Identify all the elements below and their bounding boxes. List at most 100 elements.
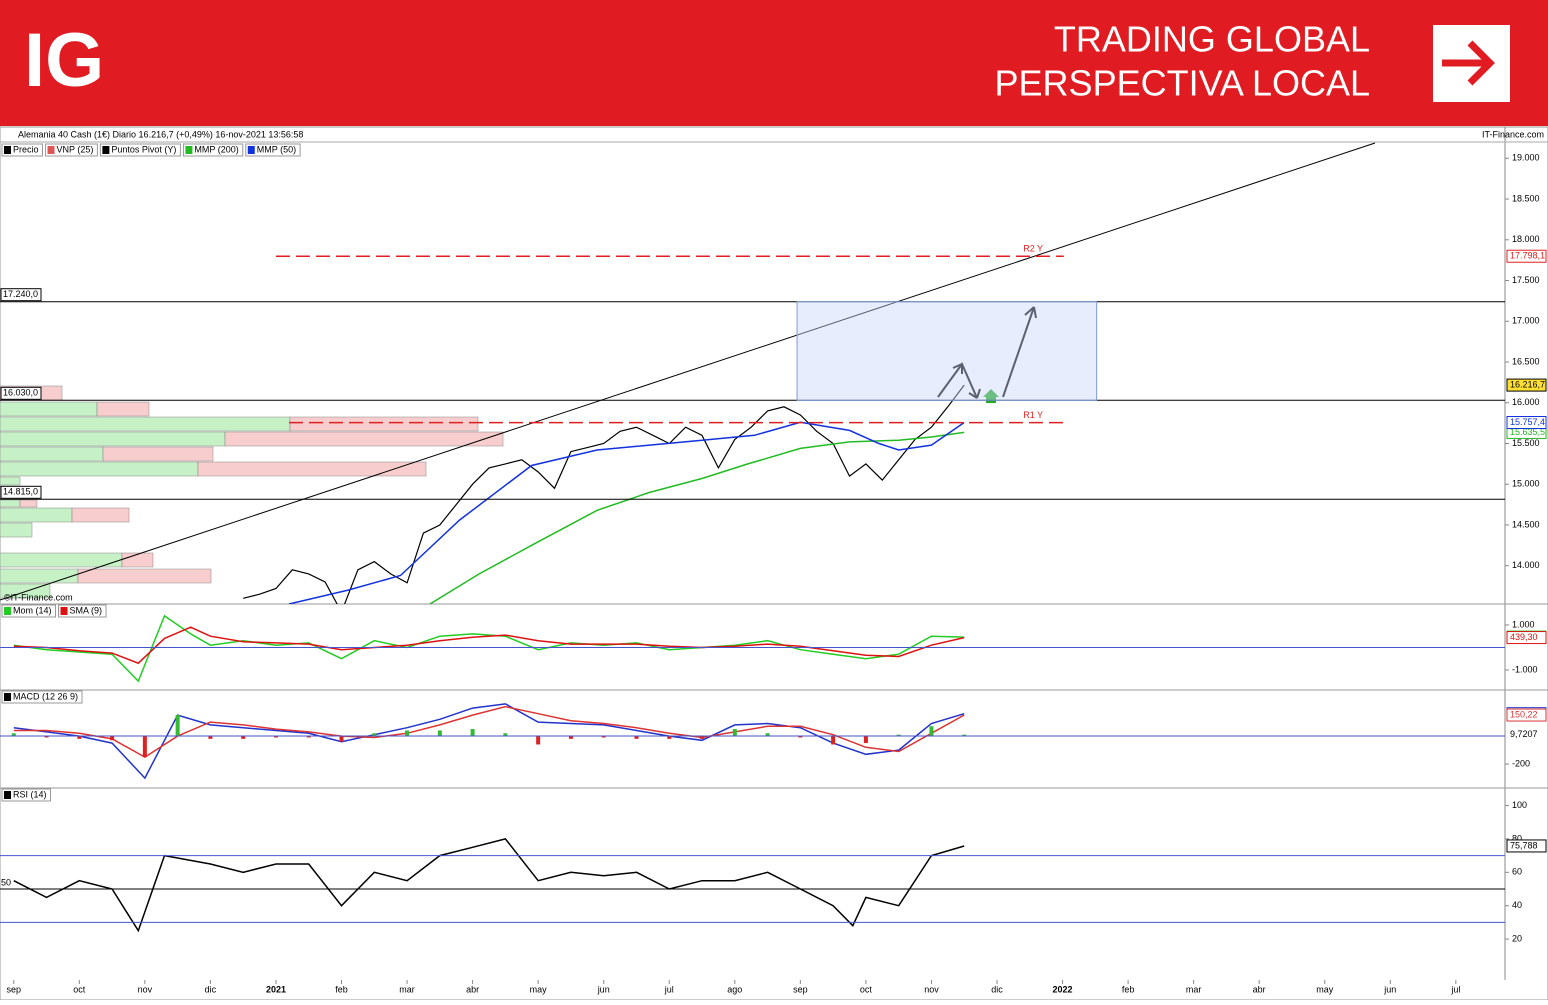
tagline: PERSPECTIVA LOCAL <box>995 63 1370 104</box>
value-box <box>1506 708 1547 722</box>
legend-box <box>45 143 98 157</box>
value-box <box>1506 631 1547 645</box>
histogram-bar <box>437 730 442 737</box>
value-label: 15.757,4 <box>1510 417 1545 427</box>
legend-box <box>182 143 244 157</box>
histogram-bar <box>765 733 770 737</box>
y-tick-label: 80 <box>1512 833 1522 843</box>
histogram-bar <box>241 736 246 739</box>
level-box <box>0 485 42 499</box>
x-tick-label: dic <box>205 984 217 994</box>
legend-swatch <box>47 146 55 154</box>
legend-label: MMP (200) <box>194 144 238 154</box>
value-label: 150,22 <box>1510 709 1538 719</box>
trend-line <box>0 142 1376 601</box>
histogram-bar <box>863 736 868 744</box>
legend-swatch <box>4 693 11 701</box>
x-tick-label: may <box>530 984 548 994</box>
signal-icon <box>983 389 999 403</box>
x-tick-label: jul <box>1450 984 1460 994</box>
arrow-heads <box>952 306 1037 399</box>
series-line <box>13 626 965 665</box>
value-box <box>1506 378 1547 392</box>
x-tick-label: may <box>1316 984 1334 994</box>
legend-label: VNP (25) <box>57 144 94 154</box>
mid-label: 50 <box>1 877 11 887</box>
target-zone <box>796 301 1098 401</box>
legend-swatch <box>247 146 255 154</box>
legend-label: Mom (14) <box>13 605 52 615</box>
histogram-bar <box>175 715 180 737</box>
y-tick-label: 18.000 <box>1512 234 1540 244</box>
histogram-bar <box>667 736 672 739</box>
plot <box>243 384 965 604</box>
series-line <box>288 421 965 604</box>
y-tick-label: 100 <box>1512 800 1527 810</box>
histogram-bar <box>536 736 541 745</box>
histogram-bar <box>372 733 377 737</box>
level-label: 17.240,0 <box>3 289 38 299</box>
y-tick-label: 60 <box>1512 867 1522 877</box>
legend-swatch <box>4 607 11 615</box>
y-tick-label: 15.000 <box>1512 479 1540 489</box>
chart-frame <box>0 126 1548 1001</box>
y-tick-label: -1.000 <box>1512 664 1538 674</box>
value-label: 75,788 <box>1510 840 1538 850</box>
legend-label: SMA (9) <box>70 605 103 615</box>
level-label: 14.815,0 <box>3 487 38 497</box>
value-label: 17.798,1 <box>1510 251 1545 261</box>
value-box <box>1506 839 1547 853</box>
x-tick-label: sep <box>793 984 808 994</box>
legend-box <box>1 690 83 704</box>
y-tick-label: 40 <box>1512 900 1522 910</box>
pivot-name: R2 Y <box>1023 244 1043 254</box>
y-tick-label: 15.500 <box>1512 438 1540 448</box>
pivot-name: R1 Y <box>1023 410 1043 420</box>
x-tick-label: jun <box>597 984 610 994</box>
series-line <box>13 705 965 758</box>
x-tick-label: mar <box>399 984 415 994</box>
logo: IG <box>24 18 104 103</box>
value-box <box>1506 249 1547 263</box>
histogram-bar <box>896 734 901 737</box>
x-tick-label: abr <box>466 984 479 994</box>
x-tick-label: feb <box>1122 984 1135 994</box>
legend-swatch <box>102 146 110 154</box>
x-tick-label: feb <box>335 984 348 994</box>
x-tick-label: jul <box>664 984 674 994</box>
level-box <box>0 386 42 400</box>
legend-swatch <box>4 146 11 154</box>
level-label: 16.030,0 <box>3 388 38 398</box>
legend-label: RSI (14) <box>13 789 47 799</box>
histogram-bar <box>273 736 278 738</box>
arrow-icon <box>1442 40 1495 86</box>
y-tick-label: 14.500 <box>1512 519 1540 529</box>
value-label: 16.216,7 <box>1510 379 1545 389</box>
histogram-bar <box>405 730 410 737</box>
x-tick-label: abr <box>1253 984 1266 994</box>
histogram-bar <box>831 736 836 745</box>
value-box <box>1506 416 1547 430</box>
header-bar <box>0 0 1548 126</box>
x-tick-label: mar <box>1186 984 1202 994</box>
y-tick-label: 14.000 <box>1512 560 1540 570</box>
x-tick-label: sep <box>7 984 22 994</box>
legend-box <box>1 788 52 802</box>
series-line <box>13 703 965 780</box>
value-label: 15.635,5 <box>1510 427 1545 437</box>
y-tick-label: 18.500 <box>1512 193 1540 203</box>
value-label: 439,30 <box>1510 632 1538 642</box>
histogram-bar <box>470 729 475 737</box>
plot <box>13 614 965 683</box>
legend-label: Puntos Pivot (Y) <box>111 144 176 154</box>
y-tick-label: 19.000 <box>1512 153 1540 163</box>
x-tick-label: ago <box>727 984 742 994</box>
histogram-bar <box>142 736 147 758</box>
y-tick-label: 17.000 <box>1512 316 1540 326</box>
x-tick-label: nov <box>924 984 939 994</box>
y-tick-label: 17.500 <box>1512 275 1540 285</box>
legend-swatch <box>60 607 68 615</box>
value-box <box>1507 728 1546 741</box>
legend-label: MMP (50) <box>257 144 296 154</box>
